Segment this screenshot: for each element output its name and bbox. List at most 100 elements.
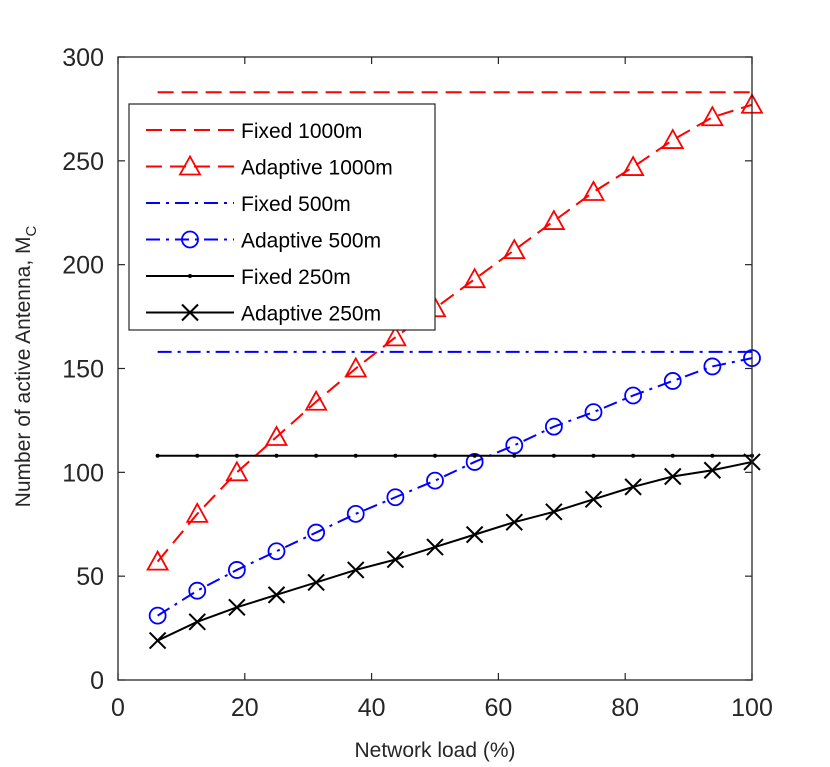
x-marker-stroke	[465, 525, 484, 544]
data-point	[584, 403, 603, 422]
data-point	[512, 453, 517, 458]
data-point	[146, 549, 170, 571]
legend-box	[128, 103, 436, 331]
data-point	[624, 386, 643, 405]
data-point	[225, 460, 249, 482]
x-marker-stroke	[307, 573, 325, 592]
x-marker-stroke	[148, 631, 167, 650]
y-axis-label: Number of active Antenna, MC	[12, 226, 40, 508]
data-point	[581, 180, 606, 201]
data-point	[393, 453, 398, 458]
x-tick-label: 0	[111, 694, 125, 722]
data-point	[703, 461, 722, 479]
legend-label: Adaptive 1000m	[241, 157, 393, 180]
x-axis-label: Network load (%)	[354, 739, 515, 762]
legend-marker	[178, 154, 202, 176]
legend-marker	[181, 230, 199, 249]
legend-marker	[181, 303, 199, 322]
data-point	[703, 357, 722, 376]
y-tick-label: 50	[76, 563, 104, 591]
legend-label: Fixed 250m	[241, 266, 351, 289]
x-marker-stroke	[267, 586, 286, 604]
data-point	[307, 573, 325, 592]
data-point	[383, 325, 407, 347]
data-point	[624, 478, 642, 496]
data-point	[505, 436, 524, 455]
data-point	[621, 155, 645, 176]
data-point	[347, 561, 365, 579]
data-point	[472, 453, 477, 458]
y-tick-label: 200	[62, 252, 104, 280]
series-adaptive-1000m	[146, 92, 764, 571]
data-point	[264, 425, 289, 446]
x-marker-stroke	[228, 598, 246, 617]
x-marker-stroke	[426, 538, 444, 556]
data-point	[227, 561, 246, 579]
data-point	[670, 453, 675, 458]
data-point	[591, 453, 596, 458]
legend-label: Fixed 500m	[241, 193, 351, 216]
x-marker-stroke	[386, 550, 405, 569]
legend-item-fixed-1000m: Fixed 1000m	[146, 120, 362, 143]
data-point	[267, 542, 286, 561]
data-point	[463, 267, 487, 289]
data-point	[188, 581, 207, 600]
data-point	[185, 502, 209, 523]
legend-label: Fixed 1000m	[241, 120, 362, 143]
ticks-group: 0 20 40 60 80 100 0 50 100 150 200 250 300	[62, 44, 773, 722]
x-tick-label: 40	[358, 694, 386, 722]
x-marker-stroke	[181, 303, 199, 322]
data-point	[545, 503, 563, 521]
x-marker-stroke	[584, 490, 603, 509]
x-tick-label: 100	[731, 694, 773, 722]
x-marker-stroke	[347, 561, 365, 579]
legend-item-adaptive-250m: Adaptive 250m	[146, 303, 381, 326]
data-point	[664, 467, 682, 486]
y-tick-label: 250	[62, 148, 104, 176]
data-point	[631, 453, 636, 458]
data-point	[353, 453, 358, 458]
x-marker-stroke	[505, 513, 523, 531]
y-tick-label: 0	[90, 667, 104, 695]
legend-item-fixed-500m: Fixed 500m	[146, 193, 351, 216]
x-marker-stroke	[703, 461, 722, 479]
y-tick-label: 300	[62, 44, 104, 72]
data-point	[426, 538, 444, 556]
data-point	[584, 490, 603, 509]
data-point	[314, 453, 319, 458]
series-line-adaptive-250m	[157, 460, 753, 642]
data-point	[663, 372, 682, 390]
data-point	[307, 523, 326, 542]
data-point	[386, 488, 405, 507]
data-point	[346, 504, 365, 523]
x-marker-stroke	[664, 467, 682, 486]
data-point	[267, 586, 286, 604]
y-tick-label: 100	[62, 459, 104, 487]
legend-marker	[188, 274, 192, 278]
data-point	[274, 453, 279, 458]
x-tick-label: 60	[484, 694, 512, 722]
legend-item-adaptive-500m: Adaptive 500m	[146, 230, 381, 253]
data-point	[710, 453, 715, 458]
x-marker-stroke	[624, 478, 642, 496]
data-point	[155, 453, 160, 458]
data-point	[544, 417, 563, 436]
legend-label: Adaptive 250m	[241, 303, 381, 326]
data-point	[505, 513, 523, 531]
series-adaptive-500m	[148, 349, 761, 625]
legend-item-fixed-250m: Fixed 250m	[146, 266, 351, 289]
data-point	[551, 453, 556, 458]
data-point	[148, 631, 167, 650]
data-point	[148, 606, 167, 625]
data-point	[386, 550, 405, 569]
data-point	[502, 238, 526, 260]
series-fixed-250m	[155, 453, 754, 458]
legend-item-adaptive-1000m: Adaptive 1000m	[146, 154, 393, 180]
y-tick-label: 150	[62, 356, 104, 384]
data-point	[426, 471, 444, 490]
x-marker-stroke	[545, 503, 563, 521]
data-point	[188, 613, 206, 631]
data-point	[433, 453, 437, 458]
data-point	[661, 128, 685, 149]
